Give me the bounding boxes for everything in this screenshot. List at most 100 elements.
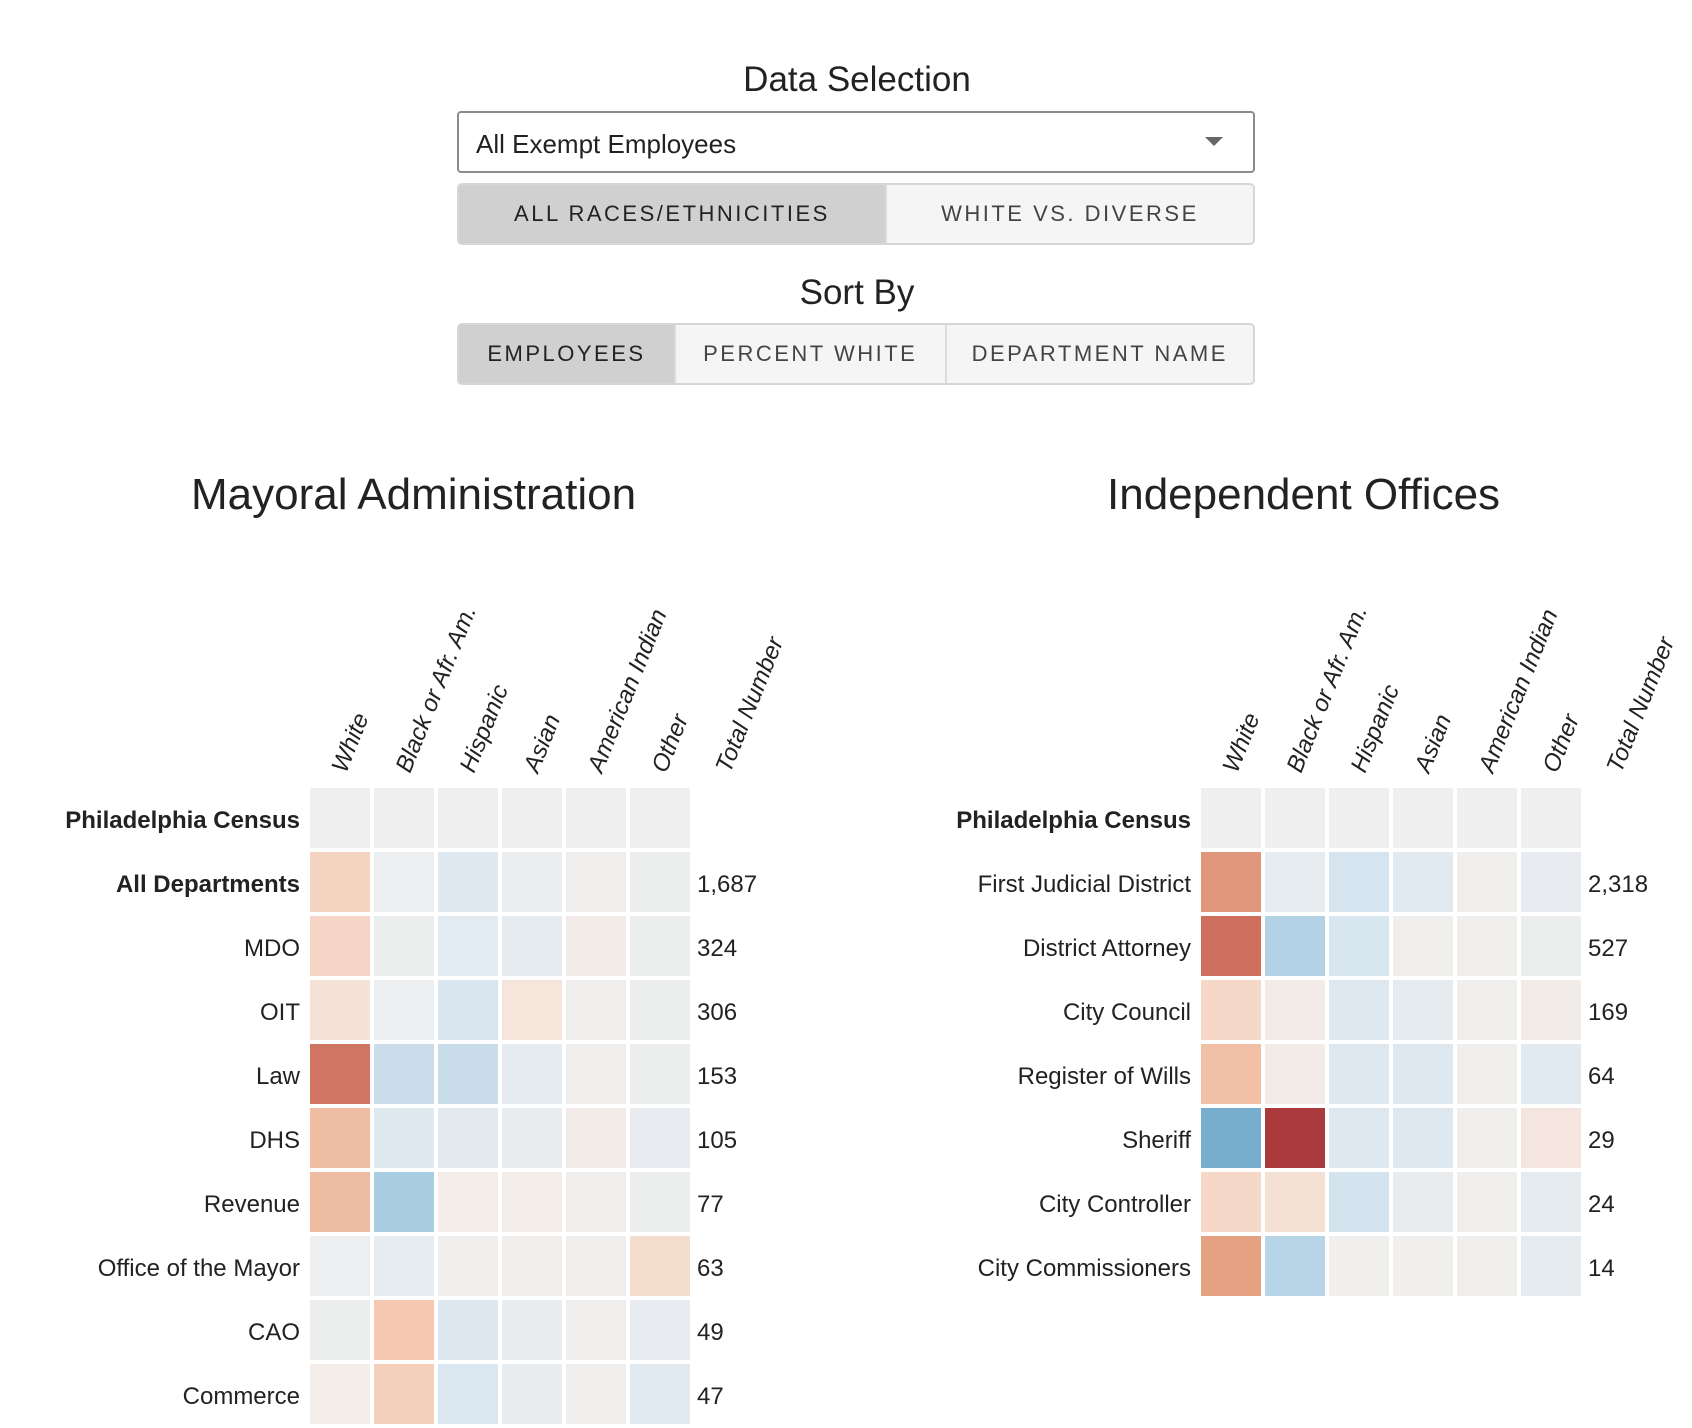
independent-cell-city-commissioners-hispanic[interactable] <box>1329 1236 1389 1296</box>
independent-cell-register-of-wills-asian[interactable] <box>1393 1044 1453 1104</box>
mayoral-cell-oit-black-or-afr-am[interactable] <box>374 980 434 1040</box>
mayoral-cell-cao-black-or-afr-am[interactable] <box>374 1300 434 1360</box>
mayoral-cell-mdo-other[interactable] <box>630 916 690 976</box>
sort-percent-white-button[interactable]: Percent White <box>675 325 947 383</box>
mayoral-cell-mdo-hispanic[interactable] <box>438 916 498 976</box>
mayoral-cell-oit-asian[interactable] <box>502 980 562 1040</box>
mayoral-cell-law-asian[interactable] <box>502 1044 562 1104</box>
mayoral-cell-philadelphia-census-hispanic[interactable] <box>438 788 498 848</box>
mayoral-cell-revenue-asian[interactable] <box>502 1172 562 1232</box>
independent-cell-city-commissioners-american-indian[interactable] <box>1457 1236 1517 1296</box>
independent-cell-city-council-asian[interactable] <box>1393 980 1453 1040</box>
independent-cell-district-attorney-other[interactable] <box>1521 916 1581 976</box>
mayoral-cell-office-of-the-mayor-hispanic[interactable] <box>438 1236 498 1296</box>
mayoral-cell-philadelphia-census-asian[interactable] <box>502 788 562 848</box>
independent-cell-sheriff-american-indian[interactable] <box>1457 1108 1517 1168</box>
mayoral-cell-all-departments-asian[interactable] <box>502 852 562 912</box>
mayoral-cell-oit-white[interactable] <box>310 980 370 1040</box>
mayoral-cell-dhs-hispanic[interactable] <box>438 1108 498 1168</box>
independent-cell-philadelphia-census-white[interactable] <box>1201 788 1261 848</box>
data-selection-dropdown[interactable]: All Exempt Employees <box>457 111 1255 173</box>
mayoral-cell-dhs-american-indian[interactable] <box>566 1108 626 1168</box>
mayoral-cell-law-american-indian[interactable] <box>566 1044 626 1104</box>
independent-cell-city-council-white[interactable] <box>1201 980 1261 1040</box>
independent-cell-city-council-american-indian[interactable] <box>1457 980 1517 1040</box>
mayoral-cell-commerce-white[interactable] <box>310 1364 370 1424</box>
mayoral-cell-cao-other[interactable] <box>630 1300 690 1360</box>
independent-cell-philadelphia-census-hispanic[interactable] <box>1329 788 1389 848</box>
mayoral-cell-mdo-asian[interactable] <box>502 916 562 976</box>
mayoral-cell-commerce-asian[interactable] <box>502 1364 562 1424</box>
mayoral-cell-philadelphia-census-american-indian[interactable] <box>566 788 626 848</box>
mayoral-cell-dhs-asian[interactable] <box>502 1108 562 1168</box>
independent-cell-philadelphia-census-black-or-afr-am[interactable] <box>1265 788 1325 848</box>
mayoral-cell-commerce-american-indian[interactable] <box>566 1364 626 1424</box>
mayoral-cell-revenue-white[interactable] <box>310 1172 370 1232</box>
sort-department-name-button[interactable]: Department Name <box>946 325 1253 383</box>
mayoral-cell-all-departments-other[interactable] <box>630 852 690 912</box>
mayoral-cell-dhs-black-or-afr-am[interactable] <box>374 1108 434 1168</box>
mayoral-cell-revenue-black-or-afr-am[interactable] <box>374 1172 434 1232</box>
mayoral-cell-cao-american-indian[interactable] <box>566 1300 626 1360</box>
mayoral-cell-law-other[interactable] <box>630 1044 690 1104</box>
independent-cell-register-of-wills-hispanic[interactable] <box>1329 1044 1389 1104</box>
mayoral-cell-office-of-the-mayor-white[interactable] <box>310 1236 370 1296</box>
mayoral-cell-office-of-the-mayor-asian[interactable] <box>502 1236 562 1296</box>
independent-cell-city-controller-black-or-afr-am[interactable] <box>1265 1172 1325 1232</box>
mayoral-cell-cao-asian[interactable] <box>502 1300 562 1360</box>
mayoral-cell-cao-hispanic[interactable] <box>438 1300 498 1360</box>
mayoral-cell-mdo-white[interactable] <box>310 916 370 976</box>
sort-employees-button[interactable]: Employees <box>459 325 676 383</box>
independent-cell-first-judicial-district-other[interactable] <box>1521 852 1581 912</box>
mayoral-cell-law-black-or-afr-am[interactable] <box>374 1044 434 1104</box>
independent-cell-city-council-hispanic[interactable] <box>1329 980 1389 1040</box>
independent-cell-philadelphia-census-american-indian[interactable] <box>1457 788 1517 848</box>
independent-cell-district-attorney-white[interactable] <box>1201 916 1261 976</box>
independent-cell-district-attorney-asian[interactable] <box>1393 916 1453 976</box>
independent-cell-philadelphia-census-asian[interactable] <box>1393 788 1453 848</box>
mayoral-cell-oit-hispanic[interactable] <box>438 980 498 1040</box>
independent-cell-sheriff-hispanic[interactable] <box>1329 1108 1389 1168</box>
mayoral-cell-law-hispanic[interactable] <box>438 1044 498 1104</box>
independent-cell-city-council-black-or-afr-am[interactable] <box>1265 980 1325 1040</box>
mayoral-cell-mdo-black-or-afr-am[interactable] <box>374 916 434 976</box>
independent-cell-first-judicial-district-asian[interactable] <box>1393 852 1453 912</box>
independent-cell-first-judicial-district-black-or-afr-am[interactable] <box>1265 852 1325 912</box>
mayoral-cell-commerce-black-or-afr-am[interactable] <box>374 1364 434 1424</box>
independent-cell-city-commissioners-black-or-afr-am[interactable] <box>1265 1236 1325 1296</box>
independent-cell-district-attorney-american-indian[interactable] <box>1457 916 1517 976</box>
independent-cell-register-of-wills-white[interactable] <box>1201 1044 1261 1104</box>
independent-cell-city-controller-hispanic[interactable] <box>1329 1172 1389 1232</box>
independent-cell-district-attorney-hispanic[interactable] <box>1329 916 1389 976</box>
mayoral-cell-commerce-other[interactable] <box>630 1364 690 1424</box>
independent-cell-register-of-wills-other[interactable] <box>1521 1044 1581 1104</box>
mayoral-cell-office-of-the-mayor-other[interactable] <box>630 1236 690 1296</box>
independent-cell-sheriff-white[interactable] <box>1201 1108 1261 1168</box>
mayoral-cell-all-departments-hispanic[interactable] <box>438 852 498 912</box>
mayoral-cell-oit-american-indian[interactable] <box>566 980 626 1040</box>
independent-cell-city-controller-asian[interactable] <box>1393 1172 1453 1232</box>
mayoral-cell-revenue-american-indian[interactable] <box>566 1172 626 1232</box>
independent-cell-register-of-wills-american-indian[interactable] <box>1457 1044 1517 1104</box>
mayoral-cell-revenue-other[interactable] <box>630 1172 690 1232</box>
independent-cell-city-controller-white[interactable] <box>1201 1172 1261 1232</box>
mayoral-cell-philadelphia-census-black-or-afr-am[interactable] <box>374 788 434 848</box>
independent-cell-philadelphia-census-other[interactable] <box>1521 788 1581 848</box>
mayoral-cell-oit-other[interactable] <box>630 980 690 1040</box>
all-races-button[interactable]: All Races/Ethnicities <box>459 185 887 243</box>
mayoral-cell-philadelphia-census-white[interactable] <box>310 788 370 848</box>
mayoral-cell-commerce-hispanic[interactable] <box>438 1364 498 1424</box>
mayoral-cell-revenue-hispanic[interactable] <box>438 1172 498 1232</box>
independent-cell-city-controller-american-indian[interactable] <box>1457 1172 1517 1232</box>
mayoral-cell-law-white[interactable] <box>310 1044 370 1104</box>
independent-cell-register-of-wills-black-or-afr-am[interactable] <box>1265 1044 1325 1104</box>
independent-cell-city-council-other[interactable] <box>1521 980 1581 1040</box>
mayoral-cell-all-departments-american-indian[interactable] <box>566 852 626 912</box>
mayoral-cell-office-of-the-mayor-american-indian[interactable] <box>566 1236 626 1296</box>
mayoral-cell-dhs-other[interactable] <box>630 1108 690 1168</box>
mayoral-cell-philadelphia-census-other[interactable] <box>630 788 690 848</box>
independent-cell-city-controller-other[interactable] <box>1521 1172 1581 1232</box>
independent-cell-city-commissioners-other[interactable] <box>1521 1236 1581 1296</box>
independent-cell-sheriff-black-or-afr-am[interactable] <box>1265 1108 1325 1168</box>
independent-cell-city-commissioners-asian[interactable] <box>1393 1236 1453 1296</box>
